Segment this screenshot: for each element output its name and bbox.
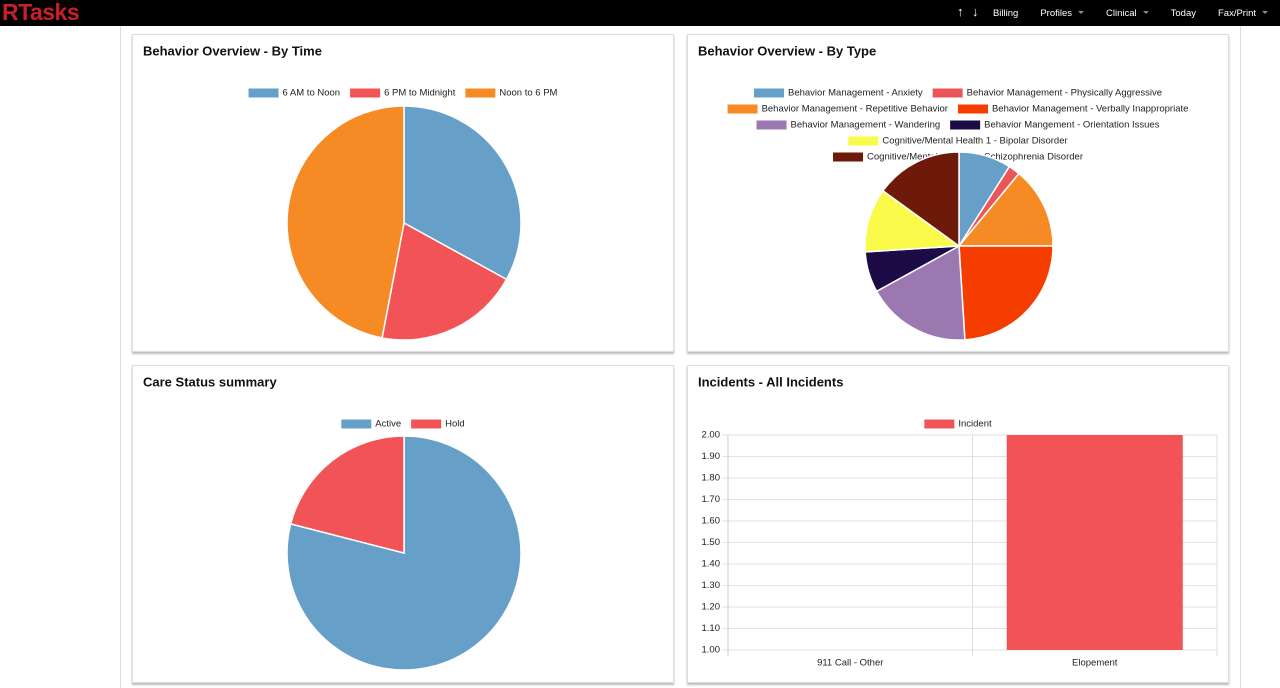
nav-item[interactable]: Profiles: [1040, 8, 1084, 19]
pie-slice: [864, 189, 962, 253]
panel: Care Status summary Active Hold: [132, 365, 674, 683]
pie-slice: [403, 105, 522, 281]
legend-swatch: [727, 104, 758, 114]
legend-swatch: [833, 152, 864, 162]
y-tick-label: 1.30: [702, 580, 721, 591]
nav-bar: RTasks ↑ ↓ Billing Profiles Clinical Tod…: [0, 0, 1280, 26]
content: [120, 26, 1241, 688]
nav-item[interactable]: Fax/Print: [1218, 8, 1268, 19]
panel: Behavior Overview - By Type Behavior Mana…: [687, 34, 1229, 352]
legend-swatch: [950, 120, 981, 130]
pie-slice: [957, 172, 1054, 247]
legend-label: Behavior Mangement - Orientation Issues: [984, 120, 1160, 131]
chart-title: Incidents - All Incidents: [698, 374, 843, 389]
nav-item[interactable]: Billing: [992, 7, 1019, 19]
legend-label: Active: [375, 419, 401, 430]
y-tick-label: 1.80: [702, 473, 721, 484]
bar: [1006, 435, 1183, 650]
legend-swatch: [248, 88, 279, 98]
legend-swatch: [465, 88, 496, 98]
y-tick-label: 1.40: [702, 559, 721, 570]
chart-title: Behavior Overview - By Type: [698, 43, 876, 58]
legend-label: Incident: [958, 419, 992, 430]
y-tick-label: 1.60: [702, 516, 721, 527]
chart: Behavior Overview - By Time 6 AM to Noon 6…: [143, 43, 558, 341]
legend-swatch: [411, 419, 442, 429]
y-tick-label: 1.00: [702, 645, 721, 656]
chart: Behavior Overview - By Type Behavior Mana…: [698, 43, 1188, 341]
x-tick-label: Elopement: [1072, 658, 1118, 669]
legend-swatch: [957, 104, 988, 114]
nav-item[interactable]: Today: [1170, 7, 1196, 19]
legend-swatch: [753, 88, 784, 98]
panel: Behavior Overview - By Time 6 AM to Noon 6…: [132, 34, 674, 352]
brand[interactable]: RTasks: [2, 0, 80, 25]
legend-label: Behavior Management - Wandering: [791, 120, 941, 131]
legend-label: Hold: [445, 419, 465, 430]
pie-slice: [958, 245, 1054, 341]
y-tick-label: 1.10: [702, 623, 721, 634]
chart: Incidents - All Incidents Incident 1.00 1.1…: [698, 374, 1218, 669]
chart: Care Status summary Active Hold: [143, 374, 522, 671]
legend-label: Cognitive/Mental Health 1 - Bipolar Diso…: [882, 136, 1067, 147]
y-tick-label: 1.70: [702, 494, 721, 505]
panel: Incidents - All Incidents Incident 1.00 1.1…: [687, 365, 1229, 683]
y-tick-label: 1.50: [702, 537, 721, 548]
legend-swatch: [350, 88, 381, 98]
chart-title: Care Status summary: [143, 374, 277, 389]
legend-swatch: [924, 419, 955, 429]
legend-swatch: [341, 419, 372, 429]
legend-label: 6 PM to Midnight: [384, 88, 456, 99]
pie-slice: [289, 435, 405, 554]
y-tick-label: 1.20: [702, 602, 721, 613]
legend-swatch: [756, 120, 787, 130]
legend-label: Noon to 6 PM: [499, 88, 557, 99]
legend-label: Behavior Management - Anxiety: [788, 88, 923, 99]
legend-label: Behavior Management - Verbally Inappropr…: [992, 104, 1188, 115]
nav-item[interactable]: Clinical: [1106, 8, 1149, 19]
x-tick-label: 911 Call - Other: [817, 658, 883, 669]
legend-swatch: [932, 88, 963, 98]
y-tick-label: 1.90: [702, 451, 721, 462]
nav-items: Billing Profiles Clinical Today Fax/Prin…: [993, 0, 1268, 26]
legend-label: Behavior Management - Repetitive Behavio…: [762, 104, 948, 115]
pie-slice: [881, 151, 960, 248]
sort-up[interactable]: ↑: [957, 4, 964, 19]
sort-down[interactable]: ↓: [972, 4, 979, 19]
pie-slice: [381, 221, 508, 341]
legend-label: 6 AM to Noon: [283, 88, 341, 99]
pie-slice: [286, 105, 405, 339]
legend-label: Behavior Management - Physically Aggress…: [967, 88, 1162, 99]
pie-slice: [875, 244, 966, 341]
chart-title: Behavior Overview - By Time: [143, 43, 322, 58]
legend-swatch: [848, 136, 879, 146]
y-tick-label: 2.00: [702, 430, 721, 441]
